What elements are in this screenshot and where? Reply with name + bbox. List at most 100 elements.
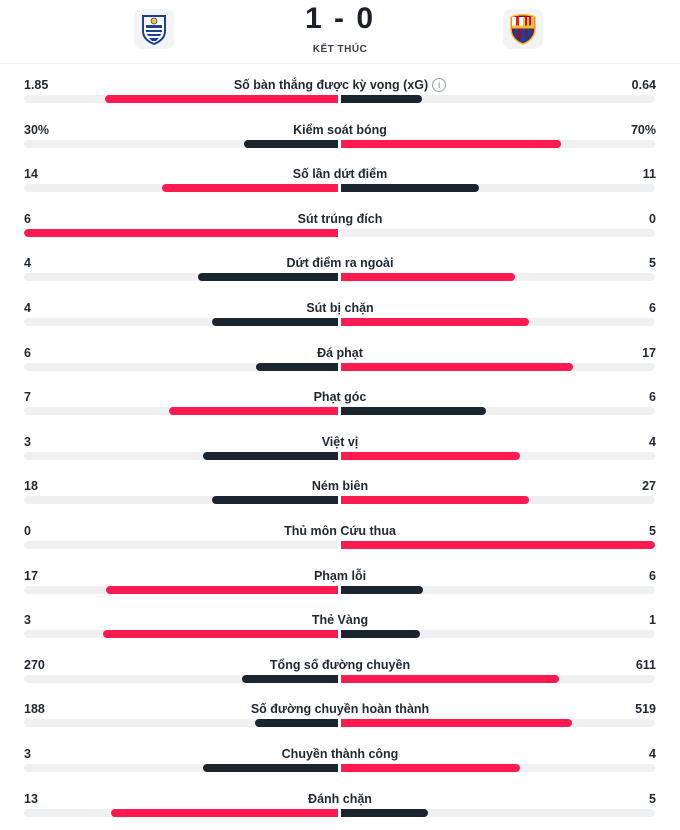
stat-home-value: 7	[24, 390, 31, 405]
stat-home-value: 6	[24, 211, 31, 226]
stat-label-text: Thẻ Vàng	[311, 613, 369, 628]
stat-home-value: 0	[24, 523, 31, 538]
stat-home-bar	[111, 808, 338, 817]
stat-label: Sút bị chặn	[0, 301, 680, 315]
stat-row: 17 Phạm lỗi 6	[0, 555, 680, 600]
stat-home-bar-track	[24, 496, 338, 505]
stat-home-bar-track	[24, 719, 338, 728]
stat-away-bar-track	[341, 362, 655, 371]
stat-home-bar	[243, 139, 338, 148]
stat-label: Dứt điểm ra ngoài	[0, 256, 680, 270]
stat-away-bar	[341, 719, 572, 728]
stat-home-bar-track	[24, 95, 338, 103]
stat-home-value: 17	[24, 568, 38, 583]
stat-row: 3 Thẻ Vàng 1	[0, 599, 680, 644]
stat-away-bar	[341, 674, 559, 683]
stat-away-value: 5	[649, 256, 656, 271]
stat-home-bar-track	[24, 630, 338, 639]
stat-away-value: 6	[649, 390, 656, 405]
stat-home-value: 270	[24, 657, 45, 672]
stat-home-bar-track	[24, 674, 338, 683]
stat-label-text: Tổng số đường chuyền	[269, 657, 411, 672]
stat-away-bar	[341, 496, 530, 505]
stat-away-value: 611	[635, 657, 656, 672]
stat-away-bar	[341, 95, 422, 103]
match-status: KẾT THÚC	[312, 44, 368, 55]
stat-away-value: 4	[649, 434, 656, 449]
stat-away-bar-track	[341, 451, 655, 460]
stat-row: 13 Đánh chặn 5	[0, 778, 680, 823]
stat-row: 4 Sút bị chặn 6	[0, 287, 680, 332]
stat-away-bar	[341, 540, 655, 549]
stat-away-bar	[341, 808, 429, 817]
stat-away-value: 4	[649, 746, 656, 761]
stat-row: 3 Chuyền thành công 4	[0, 733, 680, 778]
stat-home-value: 4	[24, 300, 31, 315]
stat-row: 6 Đá phạt 17	[0, 332, 680, 377]
stat-away-bar	[341, 317, 530, 326]
stat-label: Thủ môn Cứu thua	[0, 524, 680, 538]
real-sociedad-crest-icon	[142, 15, 166, 45]
stat-row: 0 Thủ môn Cứu thua 5	[0, 510, 680, 555]
stat-away-bar	[341, 407, 486, 416]
stat-label: Đánh chặn	[0, 792, 680, 806]
stat-home-bar	[203, 451, 338, 460]
stat-label: Thẻ Vàng	[0, 613, 680, 627]
info-icon[interactable]: i	[432, 78, 447, 92]
stat-away-value: 519	[635, 702, 656, 717]
stat-home-value: 3	[24, 613, 31, 628]
stats-list: 1.85 Số bàn thắng được kỳ vọng (xG) i 0.64 3…	[0, 64, 680, 822]
stat-away-bar	[341, 273, 516, 282]
barcelona-crest-icon	[510, 14, 536, 45]
stat-away-value: 0.64	[631, 78, 656, 92]
stat-home-value: 4	[24, 256, 31, 271]
stat-label: Phạm lỗi	[0, 569, 680, 583]
stat-home-bar	[256, 362, 338, 371]
stat-away-bar-track	[341, 228, 655, 237]
stat-home-bar-track	[24, 540, 338, 549]
stat-away-bar-track	[341, 273, 655, 282]
stat-home-bar	[203, 763, 338, 772]
stat-label-text: Đánh chặn	[308, 791, 372, 806]
stat-label-text: Đá phạt	[317, 345, 363, 360]
stat-home-value: 188	[24, 702, 45, 717]
stat-away-bar	[341, 139, 561, 148]
stat-label-text: Thủ môn Cứu thua	[284, 523, 396, 538]
stat-home-bar-track	[24, 184, 338, 193]
stat-home-value: 3	[24, 434, 31, 449]
stat-home-bar	[168, 407, 338, 416]
match-header: 1 - 0 KẾT THÚC	[0, 0, 680, 64]
away-team-logo[interactable]	[503, 9, 543, 49]
stat-label-text: Việt vị	[321, 434, 359, 449]
stat-away-bar-track	[341, 496, 655, 505]
stat-label: Sút trúng đích	[0, 212, 680, 226]
stat-away-bar-track	[341, 763, 655, 772]
stat-row: 30% Kiểm soát bóng 70%	[0, 109, 680, 154]
stat-home-value: 13	[24, 791, 38, 806]
stat-row: 188 Số đường chuyền hoàn thành 519	[0, 688, 680, 733]
stat-row: 18 Ném biên 27	[0, 465, 680, 510]
stat-home-value: 1.85	[24, 78, 49, 92]
stat-label: Phạt góc	[0, 390, 680, 404]
stat-label-text: Ném biên	[311, 479, 369, 494]
stat-away-value: 6	[649, 568, 656, 583]
stat-label: Đá phạt	[0, 346, 680, 360]
stat-home-bar-track	[24, 808, 338, 817]
stat-away-bar-track	[341, 184, 655, 193]
score: 1 - 0	[0, 2, 680, 36]
stat-row: 7 Phạt góc 6	[0, 376, 680, 421]
stat-home-bar-track	[24, 407, 338, 416]
stat-row: 270 Tổng số đường chuyền 611	[0, 644, 680, 689]
stat-home-bar	[104, 95, 338, 103]
stat-home-bar	[162, 184, 338, 193]
stat-away-bar	[341, 585, 423, 594]
stat-label-text: Sút trúng đích	[297, 211, 383, 226]
home-team-logo[interactable]	[134, 9, 174, 49]
stat-label-text: Phạm lỗi	[313, 568, 367, 583]
stat-away-bar	[341, 184, 480, 193]
stat-away-bar-track	[341, 808, 655, 817]
stat-away-value: 5	[649, 523, 656, 538]
stat-label-text: Chuyền thành công	[281, 746, 399, 761]
stat-label-text: Sút bị chặn	[306, 300, 374, 315]
stat-away-value: 70%	[630, 122, 656, 137]
